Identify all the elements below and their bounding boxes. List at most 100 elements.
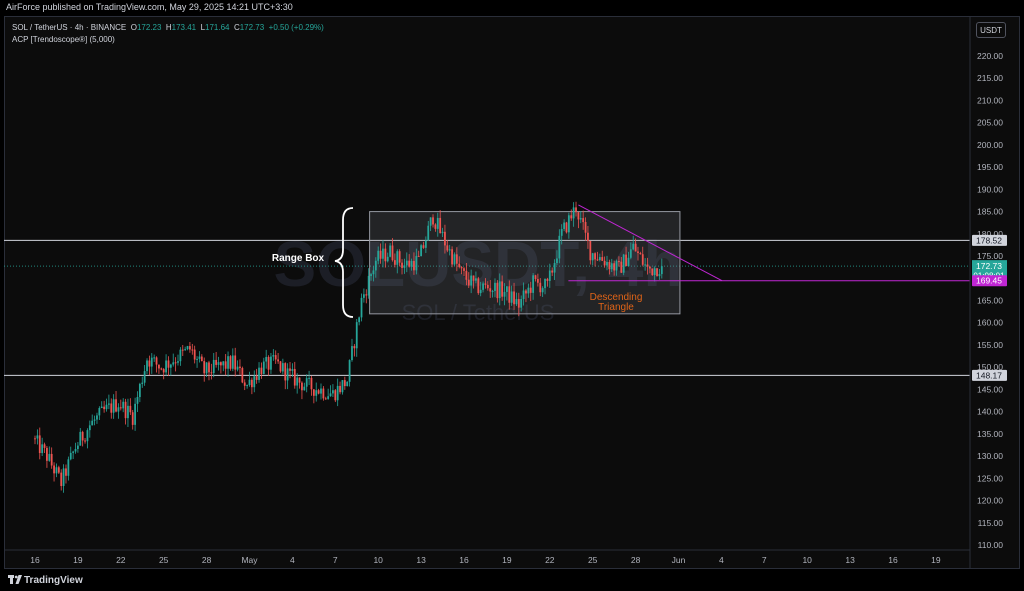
high-value: 173.41 <box>171 23 197 32</box>
candle-body <box>455 254 458 264</box>
candle-body <box>174 362 177 364</box>
candle-body <box>389 245 392 257</box>
candle-body <box>143 371 146 383</box>
candle-body <box>541 288 544 293</box>
y-tick-label: 165.00 <box>977 296 1003 306</box>
candle-body <box>506 286 508 292</box>
candle-body <box>625 254 627 267</box>
x-tick-label: 4 <box>719 555 724 565</box>
candle-body <box>260 367 263 374</box>
candle-body <box>484 283 487 285</box>
tradingview-brand[interactable]: TradingView <box>24 575 83 586</box>
x-tick-label: 22 <box>116 555 126 565</box>
candle-body <box>308 377 310 379</box>
candle-body <box>198 356 201 359</box>
candle-body <box>465 270 468 280</box>
candle-body <box>432 217 434 225</box>
candle-body <box>184 349 187 351</box>
candle-body <box>548 270 551 281</box>
candle-body <box>355 322 358 349</box>
candle-body <box>48 453 51 461</box>
close-label: C <box>233 23 240 32</box>
symbol-label[interactable]: SOL / TetherUS · 4h · BINANCE <box>12 23 127 32</box>
x-axis[interactable]: 16 19 22 25 28 May 4 7 10 13 16 19 22 25 28 Jun 4 7 10 13 16… <box>4 549 970 565</box>
y-tick-label: 195.00 <box>977 162 1003 172</box>
candle-body <box>596 259 599 261</box>
tradingview-logo-icon[interactable] <box>8 574 22 586</box>
candle-body <box>34 438 36 440</box>
candle-body <box>513 291 515 305</box>
candle-body <box>293 368 296 386</box>
candle-body <box>53 465 55 474</box>
y-tick-label: 130.00 <box>977 451 1003 461</box>
candle-body <box>534 275 537 280</box>
candle-body <box>641 254 644 265</box>
indicator-legend[interactable]: ACP [Trendoscope®] (5,000) <box>12 35 115 44</box>
descending-triangle[interactable] <box>568 204 970 282</box>
level-tag-text: 148.17 <box>976 370 1002 380</box>
candle-body <box>329 393 332 397</box>
bracket-path <box>334 207 354 318</box>
candle-body <box>93 419 96 421</box>
candle-body <box>193 349 196 360</box>
candle-body <box>69 452 72 460</box>
candle-body <box>334 390 337 401</box>
candle-body <box>608 261 611 270</box>
candle-body <box>472 275 475 281</box>
low-value: 171.64 <box>205 23 230 32</box>
candle-body <box>377 250 380 261</box>
y-tick-label: 180.00 <box>977 229 1003 239</box>
candle-body <box>243 382 246 386</box>
candle-body <box>396 251 399 265</box>
y-axis[interactable]: 220.00 215.00 210.00 205.00 200.00 195.00 190.… <box>969 17 1003 568</box>
candle-body <box>560 228 563 236</box>
candle-body <box>367 275 370 296</box>
candle-body <box>372 270 375 275</box>
candle-body <box>43 444 46 448</box>
candle-body <box>250 379 253 388</box>
candle-body <box>131 412 134 425</box>
candle-body <box>79 431 82 446</box>
candle-body <box>277 359 279 362</box>
level-tag-bg <box>972 234 1007 246</box>
candle-body <box>632 243 635 250</box>
candle-body <box>572 207 575 219</box>
candle-body <box>491 290 494 292</box>
candle-body <box>637 251 639 254</box>
candle-body <box>253 376 256 388</box>
candle-body <box>279 361 282 372</box>
x-tick-label: 10 <box>373 555 383 565</box>
currency-button[interactable]: USDT <box>976 22 1006 38</box>
y-tick-label: 120.00 <box>977 496 1003 506</box>
candle-body <box>241 367 244 383</box>
candle-body <box>567 215 570 233</box>
candle-body <box>258 367 260 380</box>
candle-body <box>105 404 108 410</box>
candle-body <box>158 364 160 369</box>
candle-body <box>363 294 365 298</box>
watermark-sub: SOL / TetherUS <box>402 300 555 325</box>
publisher-bar: AirForce published on TradingView.com, M… <box>0 0 1024 16</box>
candle-body <box>248 379 251 386</box>
candle-body <box>38 435 41 454</box>
y-tick-label: 155.00 <box>977 340 1003 350</box>
x-tick-label: 4 <box>290 555 295 565</box>
candle-body <box>494 282 496 291</box>
candle-body <box>57 467 60 473</box>
candle-body <box>222 361 225 366</box>
candle-body <box>358 317 361 323</box>
candle-body <box>391 245 394 261</box>
candle-body <box>351 346 353 361</box>
candle-body <box>401 262 403 268</box>
candle-body <box>501 281 504 297</box>
pattern-tag-bg <box>972 275 1007 287</box>
x-tick-label: 22 <box>545 555 555 565</box>
candle-body <box>332 390 334 394</box>
candle-body <box>229 356 232 369</box>
candle-body <box>100 406 103 409</box>
candle-body <box>539 282 542 293</box>
candle-body <box>527 287 530 294</box>
y-tick-label: 145.00 <box>977 384 1003 394</box>
candle-body <box>565 222 568 233</box>
